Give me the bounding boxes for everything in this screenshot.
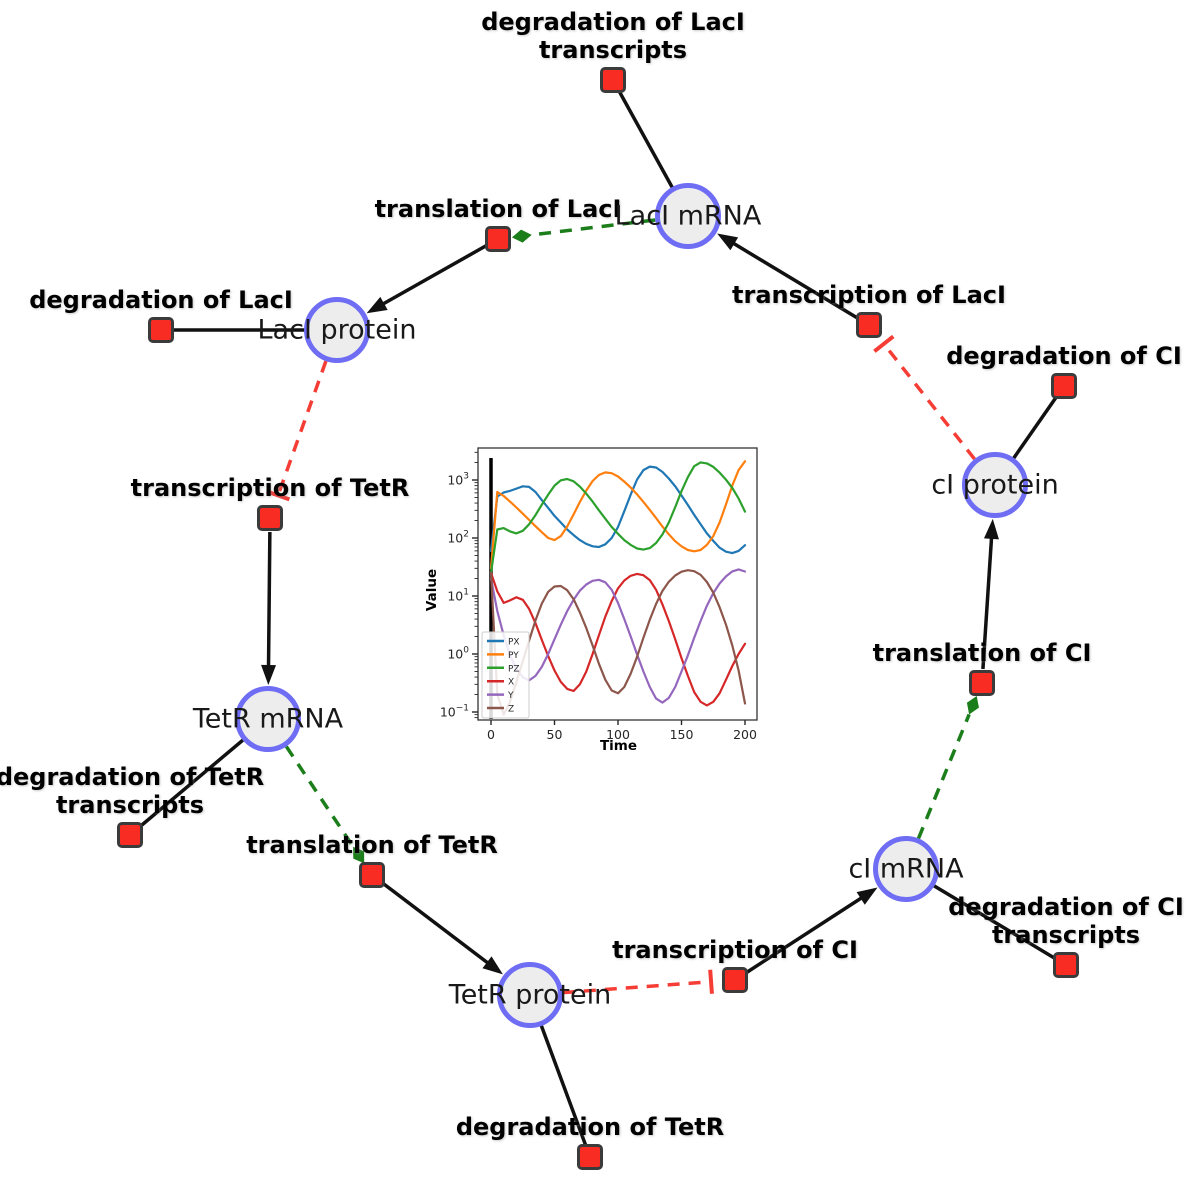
species-label-tetr-protein: TetR protein (448, 979, 612, 1011)
reaction-label-translation-laci: translation of LacI (375, 195, 622, 223)
plot-frame (477, 447, 758, 721)
reaction-label-deg-ci: degradation of CI (946, 342, 1182, 370)
edge-ci-mrna-to-translation-ci (916, 695, 979, 840)
x-tick-label: 100 (606, 727, 630, 742)
edge-laci-mrna-to-translation-laci (511, 218, 656, 243)
species-label-ci-mrna: cI mRNA (848, 853, 964, 885)
reaction-label-line: degradation of LacI (29, 286, 293, 314)
reaction-label-deg-laci-transcripts: degradation of LacI transcripts (481, 8, 745, 64)
chart-x-axis: 0 50 100 150 200 (487, 720, 757, 742)
edge-transcription-ci-to-ci-mrna (745, 887, 878, 974)
series-Y (489, 568, 747, 704)
reaction-node-deg-tetr (577, 1144, 603, 1170)
series-PZ (489, 461, 747, 574)
reaction-node-transcription-laci (856, 312, 882, 338)
species-node-laci-mrna (655, 183, 721, 249)
reaction-label-line: degradation of TetR (455, 1113, 725, 1141)
reaction-node-transcription-tetr (257, 505, 283, 531)
legend-label-PY: PY (508, 651, 519, 661)
reaction-label-deg-ci-transcripts: degradation of CI transcripts (948, 893, 1184, 949)
species-node-ci-mrna (873, 836, 939, 902)
chart-series (489, 460, 747, 716)
legend-label-X: X (508, 678, 514, 688)
reaction-label-transcription-laci: transcription of LacI (732, 281, 1006, 309)
species-label-laci-mrna: LacI mRNA (614, 200, 762, 232)
reaction-node-deg-laci (148, 317, 174, 343)
reaction-node-deg-ci-transcripts (1053, 952, 1079, 978)
edge-translation-ci-to-ci-protein (981, 518, 999, 670)
series-PX (489, 465, 747, 555)
species-label-laci-protein: LacI protein (257, 314, 417, 346)
species-node-tetr-protein (497, 962, 563, 1028)
edge-tetr-mrna-to-translation-tetr (284, 745, 365, 864)
reaction-node-deg-laci-transcripts (600, 67, 626, 93)
reaction-label-line: translation of LacI (374, 195, 622, 223)
reaction-node-translation-tetr (359, 862, 385, 888)
legend-label-Y: Y (507, 691, 514, 701)
legend-label-PZ: PZ (508, 664, 520, 674)
species-node-laci-protein (304, 297, 370, 363)
reaction-label-deg-laci: degradation of LacI (29, 286, 293, 314)
edge-transcription-tetr-to-tetr-mrna (261, 531, 277, 686)
reaction-node-deg-tetr-transcripts (117, 822, 143, 848)
reaction-label-line: degradation of CI (946, 342, 1182, 370)
reaction-label-line: transcripts (55, 791, 205, 819)
reaction-node-transcription-ci (722, 967, 748, 993)
reaction-label-line: degradation of TetR (0, 763, 265, 791)
reaction-label-transcription-tetr: transcription of TetR (131, 474, 410, 502)
reaction-node-translation-laci (485, 226, 511, 252)
series-Z (489, 569, 747, 716)
reaction-label-line: transcripts (991, 921, 1141, 949)
series-X (489, 571, 747, 707)
species-node-tetr-mrna (235, 686, 301, 752)
reaction-label-translation-ci: translation of CI (873, 639, 1092, 667)
reaction-label-line: translation of CI (872, 639, 1092, 667)
x-tick-label: 0 (487, 727, 495, 742)
series-PY (489, 460, 747, 570)
edge-translation-laci-to-laci-protein (366, 244, 487, 314)
edge-tetr-protein-to-transcription-ci (562, 969, 714, 995)
reaction-label-line: transcription of LacI (732, 281, 1006, 309)
reaction-label-line: transcription of CI (612, 936, 858, 964)
reaction-label-line: degradation of CI (948, 893, 1184, 921)
x-tick-label: 50 (547, 727, 563, 742)
edge-transcription-laci-to-laci-mrna (717, 233, 858, 320)
reaction-label-deg-tetr-transcripts: degradation of TetR transcripts (0, 763, 264, 819)
chart-xlabel: Time (600, 738, 637, 754)
reaction-label-deg-tetr: degradation of TetR (456, 1113, 724, 1141)
chart-legend: PX PY PZ XYZ (481, 631, 530, 719)
reaction-label-line: transcription of TetR (130, 474, 410, 502)
reaction-node-translation-ci (969, 670, 995, 696)
edge-translation-tetr-to-tetr-protein (382, 882, 503, 975)
chart-ylabel: Value (425, 569, 440, 611)
reaction-label-line: translation of TetR (246, 831, 498, 859)
reaction-label-transcription-ci: transcription of CI (612, 936, 858, 964)
species-label-tetr-mrna: TetR mRNA (192, 703, 344, 735)
species-label-ci-protein: cI protein (931, 469, 1059, 501)
legend-label-PX: PX (508, 638, 520, 648)
reaction-label-line: degradation of LacI (481, 8, 745, 36)
reaction-label-translation-tetr: translation of TetR (246, 831, 498, 859)
reaction-label-line: transcripts (538, 36, 688, 64)
x-tick-label: 150 (670, 727, 694, 742)
legend-label-Z: Z (508, 705, 514, 715)
species-node-ci-protein (962, 452, 1028, 518)
edge-laci-protein-to-transcription-tetr (266, 360, 328, 502)
reaction-node-deg-ci (1051, 373, 1077, 399)
edge-ci-protein-to-transcription-laci (873, 334, 976, 461)
x-tick-label: 200 (733, 727, 757, 742)
